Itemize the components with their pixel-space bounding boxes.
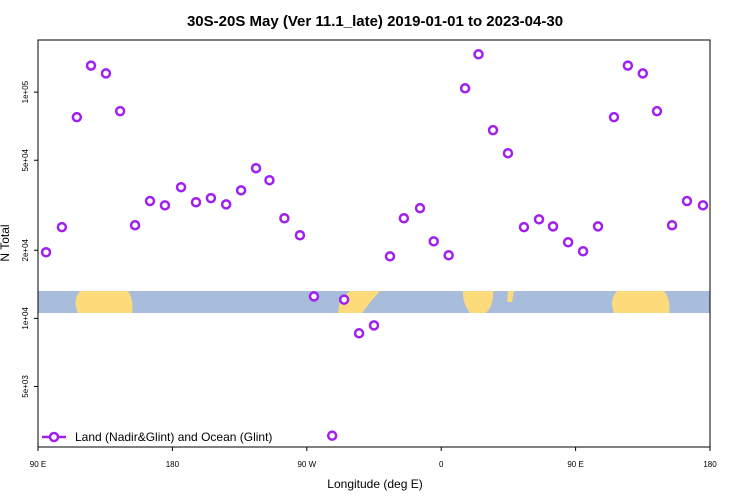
ocean-band xyxy=(38,291,710,313)
point xyxy=(114,105,126,117)
land-patch xyxy=(75,291,133,313)
x-tick-label: 90 E xyxy=(567,460,583,469)
y-tick-label: 2e+04 xyxy=(21,238,30,261)
chart-title: 30S-20S May (Ver 11.1_late) 2019-01-01 t… xyxy=(187,13,563,30)
point xyxy=(414,202,426,214)
point xyxy=(144,195,156,207)
point xyxy=(487,124,499,136)
x-tick-label: 90 W xyxy=(297,460,316,469)
point xyxy=(384,251,396,262)
x-tick-label: 0 xyxy=(439,460,444,469)
x-tick-label: 90 E xyxy=(30,460,46,469)
point xyxy=(577,245,589,257)
point xyxy=(353,328,365,339)
point xyxy=(85,60,97,71)
point xyxy=(264,174,275,186)
point xyxy=(250,162,262,174)
y-axis-label: N Total xyxy=(0,224,12,261)
point xyxy=(428,236,439,247)
point xyxy=(175,181,187,193)
x-tick-label: 180 xyxy=(166,460,180,469)
legend-label: Land (Nadir&Glint) and Ocean (Glint) xyxy=(75,430,272,444)
plot-frame xyxy=(37,39,711,448)
land-patch xyxy=(612,291,670,313)
point xyxy=(681,195,693,207)
y-tick-label: 1e+04 xyxy=(21,307,30,330)
point xyxy=(368,320,380,331)
land-patch xyxy=(338,291,380,313)
point xyxy=(220,199,232,210)
y-tick-label: 1e+05 xyxy=(21,80,30,103)
point xyxy=(666,219,678,231)
point xyxy=(562,236,574,248)
point xyxy=(205,192,217,204)
point xyxy=(40,246,52,258)
point xyxy=(159,200,171,211)
point xyxy=(338,294,350,305)
point xyxy=(622,60,634,71)
point xyxy=(592,221,604,232)
map-strip xyxy=(38,291,710,313)
y-tick-label: 5e+03 xyxy=(21,375,30,398)
point xyxy=(608,111,620,123)
y-tick-label: 5e+04 xyxy=(21,148,30,171)
land-patch xyxy=(507,291,514,302)
point xyxy=(473,49,484,60)
point xyxy=(533,214,545,225)
point xyxy=(100,68,112,79)
point xyxy=(71,111,83,123)
x-tick-label: 180 xyxy=(703,460,717,469)
point xyxy=(651,105,663,117)
legend-marker xyxy=(48,431,60,443)
point xyxy=(279,213,290,224)
point xyxy=(697,200,709,211)
point xyxy=(459,83,471,94)
point xyxy=(637,68,649,79)
point xyxy=(547,221,559,232)
point xyxy=(294,230,306,241)
point xyxy=(502,147,514,159)
point xyxy=(308,291,320,302)
point xyxy=(443,250,454,261)
point xyxy=(235,185,247,196)
land-patch xyxy=(462,291,494,313)
point xyxy=(326,430,338,441)
point xyxy=(398,213,410,224)
x-axis-label: Longitude (deg E) xyxy=(327,477,422,491)
point xyxy=(56,221,68,233)
point xyxy=(129,219,141,231)
point xyxy=(518,221,530,233)
point xyxy=(190,197,202,208)
